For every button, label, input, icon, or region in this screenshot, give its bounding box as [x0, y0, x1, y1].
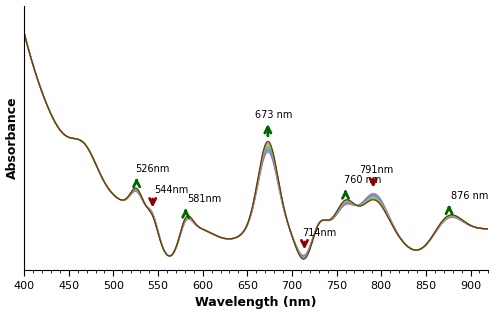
Text: 760 nm: 760 nm	[344, 175, 381, 185]
Text: 581nm: 581nm	[188, 194, 222, 204]
Text: 791nm: 791nm	[359, 165, 393, 175]
Text: 673 nm: 673 nm	[256, 110, 292, 120]
Text: 876 nm: 876 nm	[451, 191, 488, 201]
Text: 526nm: 526nm	[135, 164, 169, 174]
X-axis label: Wavelength (nm): Wavelength (nm)	[196, 296, 317, 309]
Text: 714nm: 714nm	[302, 228, 337, 238]
Text: 544nm: 544nm	[154, 185, 188, 195]
Y-axis label: Absorbance: Absorbance	[6, 97, 18, 179]
